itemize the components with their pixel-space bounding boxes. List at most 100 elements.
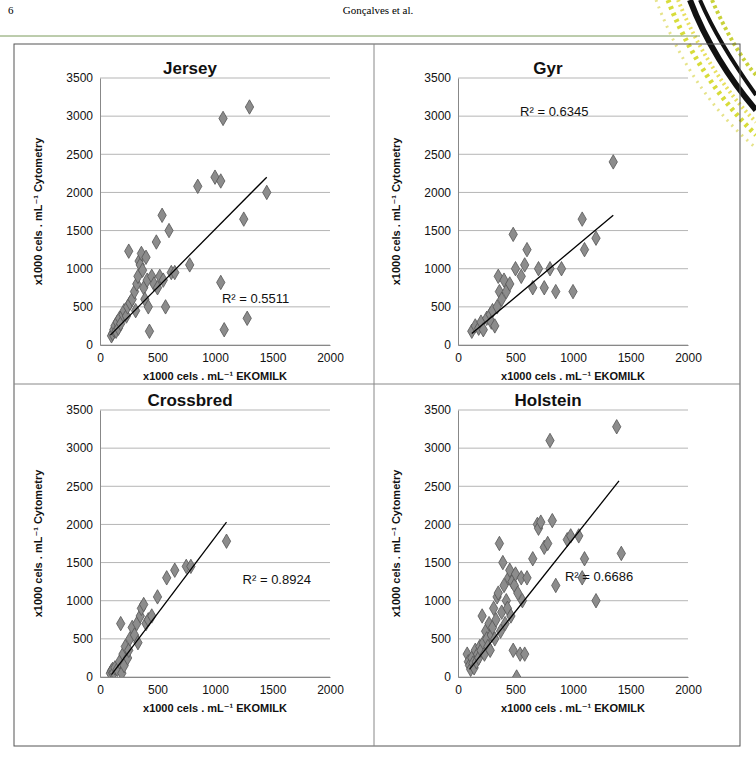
grid-line	[458, 677, 688, 678]
tick: 0	[444, 670, 458, 684]
point	[529, 552, 537, 566]
tick-label: 0	[97, 683, 104, 697]
point	[534, 262, 542, 276]
grid-line	[100, 192, 330, 193]
tick-label: 3500	[424, 71, 451, 85]
tick-label: 2000	[317, 683, 344, 697]
chart-title: Jersey	[163, 59, 217, 78]
tick-label: 0	[86, 338, 93, 352]
tick: 1500	[618, 345, 645, 365]
y-axis: 0500100015002000250030003500	[66, 403, 100, 684]
tick-label: 500	[506, 683, 526, 697]
tick-label: 500	[431, 632, 451, 646]
tick-label: 1500	[424, 556, 451, 570]
point	[478, 609, 486, 623]
grid-line	[100, 600, 330, 601]
decoration	[656, 0, 756, 148]
tick: 3000	[424, 441, 458, 455]
panel: 0500100015002000050010001500200025003000…	[390, 403, 702, 714]
tick-label: 1500	[424, 224, 451, 238]
x-axis-title: x1000 cels . mL⁻¹ EKOMILK	[501, 370, 645, 382]
tick: 0	[444, 338, 458, 352]
tick: 0	[86, 670, 100, 684]
tick-label: 500	[506, 351, 526, 365]
tick-label: 1000	[202, 351, 229, 365]
grid-line	[458, 345, 688, 346]
tick: 1500	[260, 345, 287, 365]
tick: 3500	[66, 403, 100, 417]
grid-line	[458, 78, 688, 79]
tick: 3500	[424, 71, 458, 85]
y-axis: 0500100015002000250030003500	[66, 71, 100, 352]
point	[217, 174, 225, 188]
point	[523, 571, 531, 585]
grid-line	[458, 230, 688, 231]
point	[171, 563, 179, 577]
tick: 1500	[424, 556, 458, 570]
point	[240, 212, 248, 226]
y-axis-title: x1000 cels . mL⁻¹ Cytometry	[32, 469, 44, 618]
tick-label: 500	[431, 300, 451, 314]
plot-area	[468, 155, 618, 339]
tick-label: 1500	[618, 351, 645, 365]
frame-divider	[374, 44, 375, 746]
panel: 0500100015002000050010001500200025003000…	[32, 403, 344, 714]
tick: 2500	[424, 148, 458, 162]
grid-line	[100, 562, 330, 563]
point	[186, 258, 194, 272]
tick-label: 2000	[424, 518, 451, 532]
tick: 2500	[66, 148, 100, 162]
tick: 0	[97, 345, 104, 365]
stripe	[656, 0, 756, 148]
x-axis: 0 500 1000 1500 2000	[97, 345, 344, 365]
annotation: R² = 0.6686	[565, 569, 633, 584]
tick: 1000	[560, 677, 587, 697]
point	[617, 546, 625, 560]
grid-line	[458, 600, 688, 601]
point	[220, 323, 228, 337]
axis-line	[101, 345, 331, 346]
grid	[458, 410, 688, 677]
chart-title: Crossbred	[147, 391, 232, 410]
axis-line	[100, 79, 101, 346]
tick: 0	[86, 338, 100, 352]
point	[499, 555, 507, 569]
point	[569, 284, 577, 298]
point	[245, 100, 253, 114]
grid-line	[458, 524, 688, 525]
tick-label: 3500	[66, 403, 93, 417]
trendline	[112, 522, 227, 675]
tick-label: 3000	[66, 109, 93, 123]
grid-line	[100, 116, 330, 117]
tick-label: 0	[444, 670, 451, 684]
point	[609, 155, 617, 169]
point	[152, 235, 160, 249]
stripe	[678, 0, 756, 122]
tick: 2000	[66, 186, 100, 200]
tick: 2000	[66, 518, 100, 532]
point	[491, 319, 499, 333]
tick: 2000	[317, 345, 344, 365]
tick: 0	[455, 677, 462, 697]
tick: 0	[455, 345, 462, 365]
y-axis: 0500100015002000250030003500	[424, 71, 458, 352]
point	[613, 420, 621, 434]
tick: 3500	[66, 71, 100, 85]
point	[548, 513, 556, 527]
point	[219, 111, 227, 125]
tick-label: 2000	[675, 351, 702, 365]
tick-label: 1500	[66, 556, 93, 570]
tick: 3500	[424, 403, 458, 417]
y-axis: 0500100015002000250030003500	[424, 403, 458, 684]
y-axis-title: x1000 cels . mL⁻¹ Cytometry	[32, 137, 44, 286]
axis-line	[458, 411, 459, 678]
point	[163, 571, 171, 585]
tick-label: 1000	[560, 683, 587, 697]
x-axis-title: x1000 cels . mL⁻¹ EKOMILK	[143, 702, 287, 714]
point	[592, 231, 600, 245]
header-rule	[0, 36, 700, 37]
plot-area	[106, 522, 230, 677]
tick-label: 1000	[424, 262, 451, 276]
tick-label: 500	[148, 351, 168, 365]
tick: 1500	[424, 224, 458, 238]
